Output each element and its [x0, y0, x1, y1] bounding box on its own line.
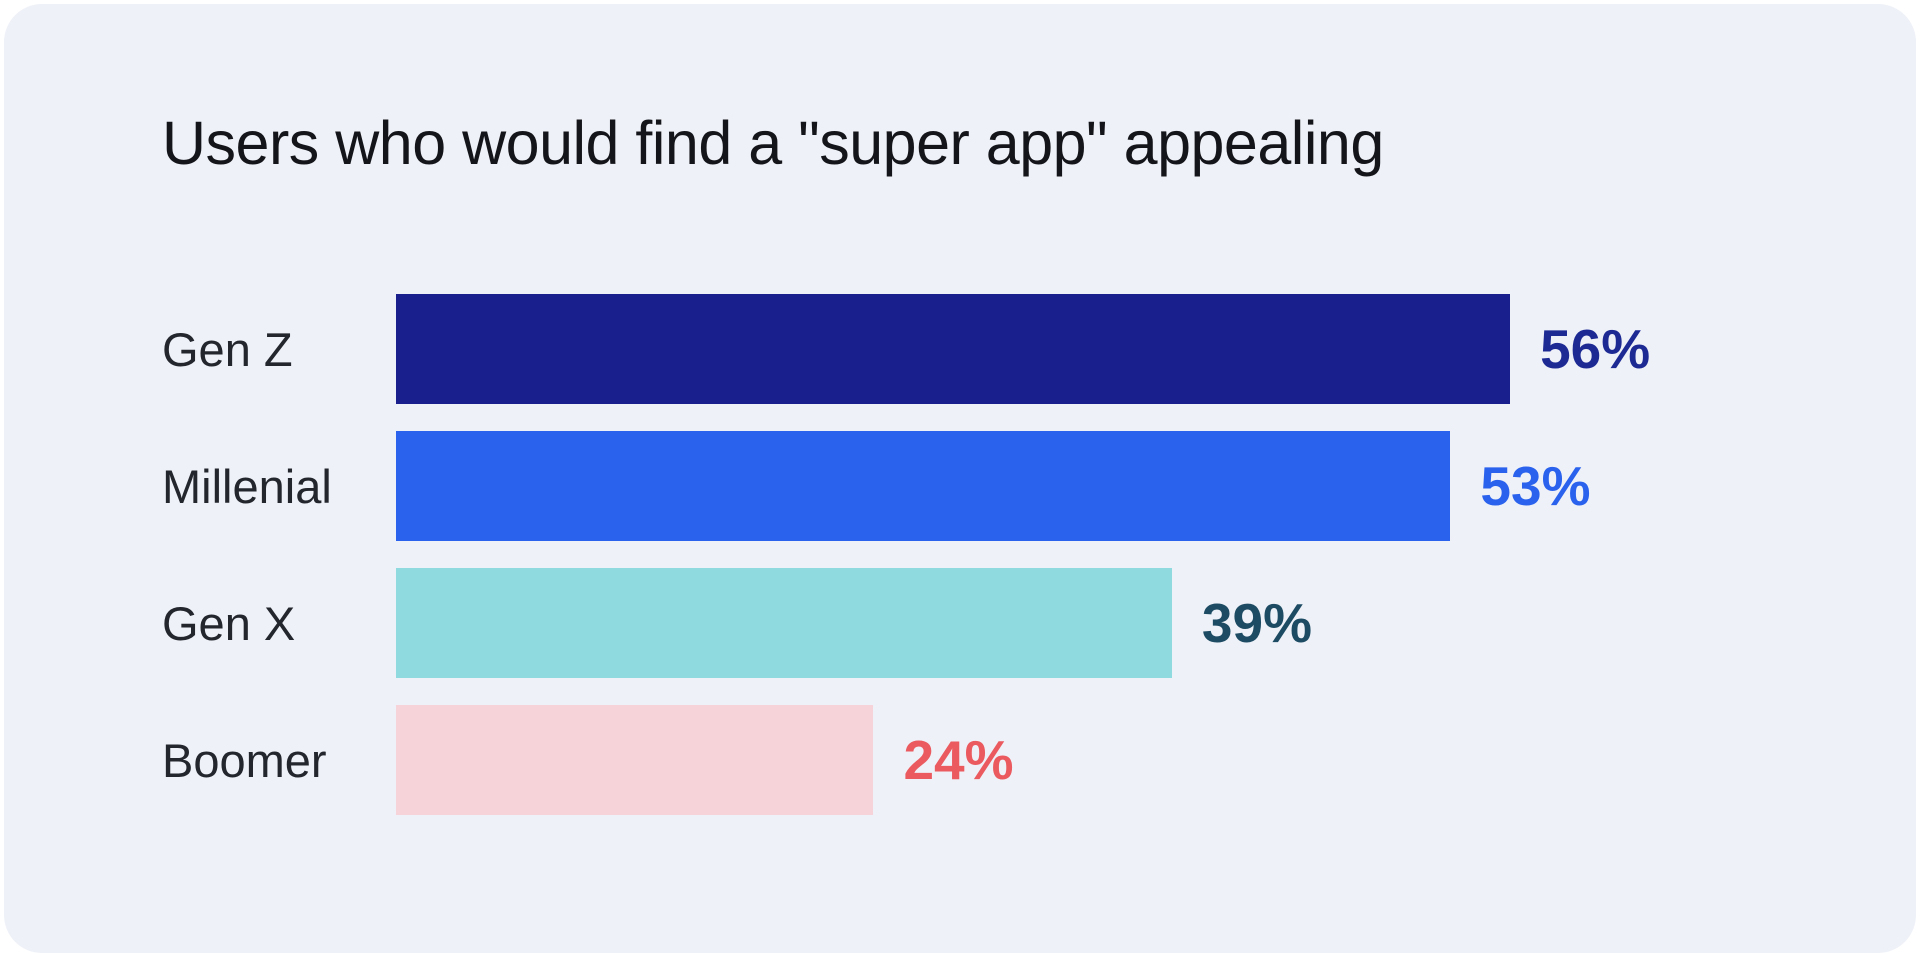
- bar: [396, 294, 1511, 404]
- bar-row: Boomer 24%: [4, 705, 1916, 815]
- bar-row: Gen X 39%: [4, 568, 1916, 678]
- value-label: 24%: [903, 729, 1014, 791]
- value-label: 39%: [1201, 592, 1312, 654]
- bar-row: Millenial 53%: [4, 431, 1916, 541]
- bar-track: 24%: [396, 705, 1908, 815]
- chart-title: Users who would find a "super app" appea…: [162, 109, 1384, 177]
- bar-track: 53%: [396, 431, 1908, 541]
- chart-card: Users who would find a "super app" appea…: [4, 4, 1916, 953]
- bar: [396, 568, 1172, 678]
- bar: [396, 431, 1451, 541]
- bar: [396, 705, 874, 815]
- category-label: Millenial: [162, 459, 332, 513]
- bar-track: 39%: [396, 568, 1908, 678]
- bar-track: 56%: [396, 294, 1908, 404]
- category-label: Gen Z: [162, 322, 293, 376]
- category-label: Gen X: [162, 596, 296, 650]
- bar-row: Gen Z 56%: [4, 294, 1916, 404]
- value-label: 56%: [1540, 318, 1651, 380]
- value-label: 53%: [1480, 455, 1591, 517]
- bar-chart: Gen Z 56% Millenial 53% Gen X 39% Boomer 24%: [4, 294, 1916, 815]
- category-label: Boomer: [162, 733, 327, 787]
